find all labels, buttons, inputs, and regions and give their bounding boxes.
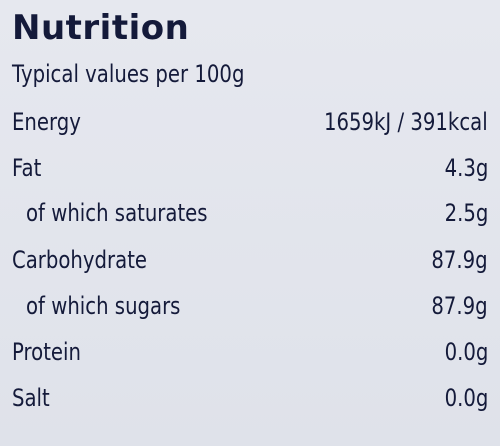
nutrient-value: 87.9g xyxy=(431,292,488,320)
nutrient-row: of which sugars 87.9g xyxy=(12,292,488,328)
nutrient-name: of which saturates xyxy=(26,199,208,227)
nutrient-name: Fat xyxy=(12,154,42,182)
nutrient-name: Protein xyxy=(12,338,81,366)
nutrient-value: 0.0g xyxy=(444,384,488,412)
nutrient-name: of which sugars xyxy=(26,292,181,320)
nutrient-row: of which saturates 2.5g xyxy=(12,199,488,235)
nutrient-value: 0.0g xyxy=(444,338,488,366)
nutrient-row: Salt 0.0g xyxy=(12,384,488,420)
nutrient-row: Fat 4.3g xyxy=(12,154,488,190)
nutrient-row: Energy 1659kJ / 391kcal xyxy=(12,108,488,144)
nutrient-row: Protein 0.0g xyxy=(12,338,488,374)
title: Nutrition xyxy=(12,8,190,48)
nutrient-name: Salt xyxy=(12,384,50,412)
nutrient-row: Carbohydrate 87.9g xyxy=(12,246,488,282)
nutrient-value: 1659kJ / 391kcal xyxy=(324,108,488,136)
nutrient-name: Carbohydrate xyxy=(12,246,148,274)
nutrient-value: 87.9g xyxy=(431,246,488,274)
nutrient-value: 4.3g xyxy=(444,154,488,182)
subtitle: Typical values per 100g xyxy=(12,60,245,88)
nutrient-name: Energy xyxy=(12,108,81,136)
nutrient-value: 2.5g xyxy=(444,199,488,227)
